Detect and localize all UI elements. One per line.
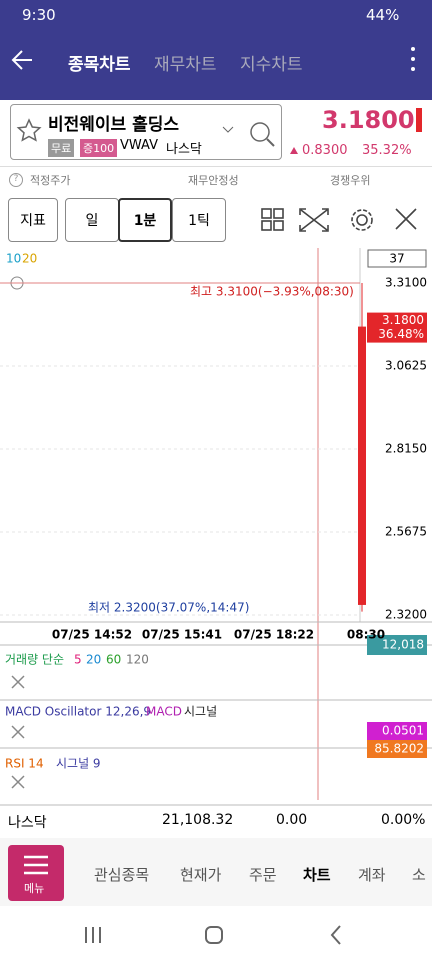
help-icon[interactable]: ? [9,173,23,187]
ma-legend: 20 [22,252,37,266]
change-rate: 35.32% [362,143,412,158]
tab[interactable]: 지수차트 [240,55,303,75]
info-tab[interactable]: 적정주가 [30,174,71,187]
info-tab[interactable]: 경쟁우위 [330,174,371,187]
close-icons[interactable] [11,675,25,789]
macd-label: MACD [146,705,182,719]
price-tag-value: 3.1800 [382,313,424,327]
macd-value: 0.0501 [382,724,424,738]
ticker: VWAV [120,138,158,153]
volume-title: 거래량 단순 [5,653,64,667]
volume-period: 60 [106,653,121,667]
clock: 9:30 [22,6,56,24]
y-tick-label: 2.5675 [385,525,427,539]
volume-period: 20 [86,653,101,667]
nav-item[interactable]: 현재가 [180,866,222,884]
more-button[interactable] [406,44,420,74]
menu-icon [24,855,48,875]
menu-label: 메뉴 [24,882,45,895]
badge: 무료 [48,139,75,157]
period-button[interactable]: 1틱 [172,198,226,242]
high-note: 최고 3.3100(−3.93%,08:30) [190,285,354,299]
nav-item[interactable]: 계좌 [358,866,386,884]
nav-item-active[interactable]: 차트 [303,866,331,884]
volume-period: 5 [74,653,82,667]
price: 3.1800 [322,106,415,134]
up-arrow [290,147,298,154]
period-button-active[interactable]: 1분 [118,198,172,242]
bottom-nav [0,838,432,906]
index-value: 21,108.32 [162,812,234,828]
change: 0.8300 [302,143,348,158]
nav-item[interactable]: 관심종목 [94,866,150,884]
rsi-signal: 시그널 9 [56,757,101,771]
x-tick-label: 07/25 14:52 [52,628,132,642]
info-tab[interactable]: 재무안정성 [188,174,239,187]
system-nav[interactable] [80,922,350,948]
macd-tag [367,722,427,740]
chart: 10 20 37 거래량 단순 5 20 60 120 MACD Oscilla… [0,248,432,806]
stock-name: 비전웨이브 홀딩스 [48,115,180,135]
index-change: 0.00 [276,812,308,828]
search-icon[interactable] [220,120,280,150]
search-box[interactable] [10,104,282,160]
indicator-button[interactable]: 지표 [8,198,58,242]
index-name: 나스닥 [8,815,47,831]
nav-item[interactable]: 주문 [249,866,277,884]
macd-signal: 시그널 [184,705,217,719]
candle-body [358,326,366,605]
back-button[interactable] [8,45,38,75]
macd-title: MACD Oscillator 12,26,9 [5,705,151,719]
battery: 44% [366,6,400,24]
x-tick-label: 08:30 [347,628,385,642]
rsi-value: 85.8202 [374,742,424,756]
divider [0,166,432,167]
volume-period: 120 [126,653,149,667]
x-tick-label: 07/25 18:22 [234,628,314,642]
x-tick-label: 07/25 15:41 [142,628,222,642]
y-tick-label: 2.3200 [385,608,427,622]
ma-legend: 10 [6,252,21,266]
rsi-title: RSI 14 [5,757,44,771]
badge: 증100 [80,139,118,157]
volume-value: 12,018 [382,638,424,652]
star-icon[interactable] [16,118,42,144]
tab[interactable]: 재무차트 [154,55,217,75]
period-button[interactable]: 일 [65,198,119,242]
price-tag [367,312,427,343]
count-box [367,249,427,268]
app-bar [0,0,432,100]
index-rate: 0.00% [381,812,426,828]
y-tick-label: 2.8150 [385,442,427,456]
nav-item[interactable]: 소 [412,866,426,884]
low-note: 최저 2.3200(37.07%,14:47) [88,601,249,615]
y-tick-label: 3.0625 [385,359,427,373]
count: 37 [389,252,404,266]
volume-tag [367,635,427,655]
price-bar [416,108,422,132]
tab-active[interactable]: 종목차트 [68,55,131,75]
tool-icons[interactable] [258,205,424,235]
y-tick-label: 3.3100 [385,276,427,290]
price-tag-rate: 36.48% [378,327,424,341]
market: 나스닥 [166,142,202,157]
rsi-tag [367,740,427,758]
